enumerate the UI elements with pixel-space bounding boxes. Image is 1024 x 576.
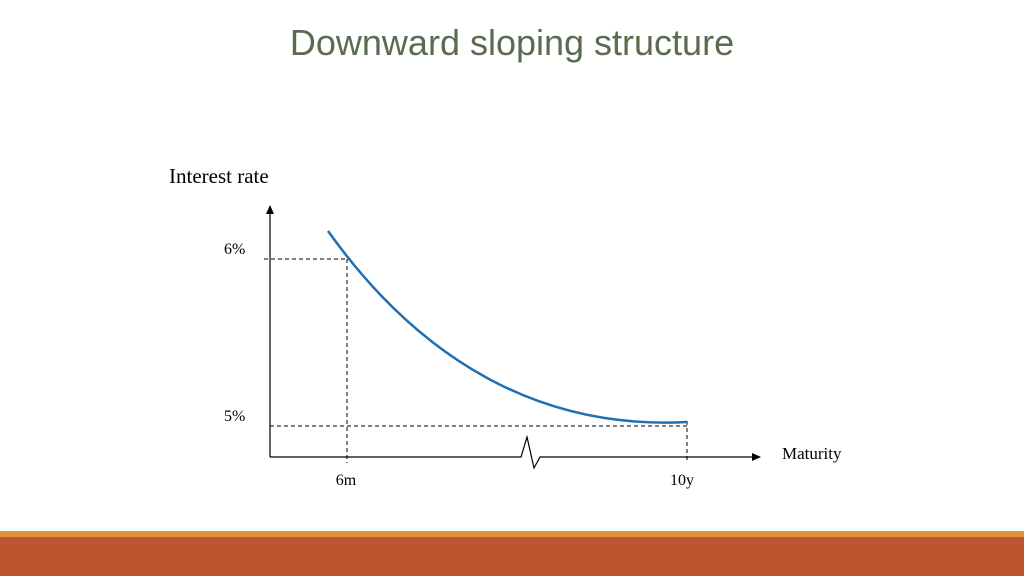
x-axis-label: Maturity xyxy=(782,444,842,463)
x-tick-label-10y: 10y xyxy=(670,472,694,489)
y-tick-label-6pct: 6% xyxy=(224,241,245,258)
x-tick-label-6m: 6m xyxy=(336,472,357,489)
series-curve xyxy=(326,230,688,424)
footer-stripe xyxy=(0,531,1024,537)
slide-title: Downward sloping structure xyxy=(289,22,735,63)
footer-band xyxy=(0,537,1024,576)
y-axis-label: Interest rate xyxy=(169,164,269,188)
x-axis xyxy=(270,434,761,470)
y-tick-label-5pct: 5% xyxy=(224,408,245,425)
